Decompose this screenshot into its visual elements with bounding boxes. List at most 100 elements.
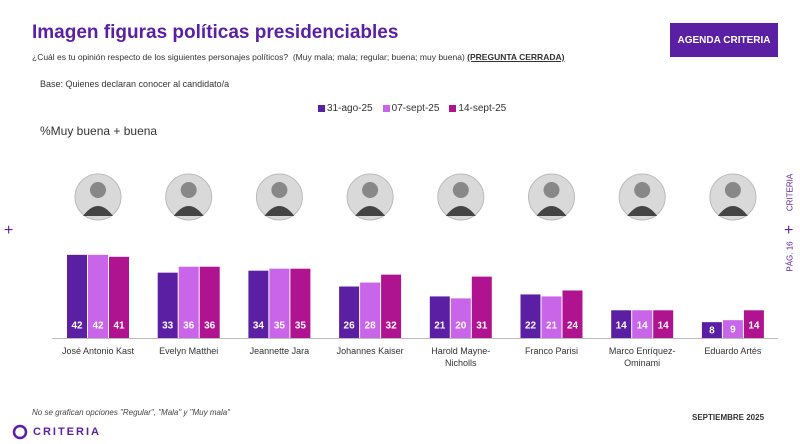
bar-label: 14 — [748, 321, 760, 332]
legend-item: 07-sept-25 — [382, 103, 440, 114]
legend-label: 31-ago-25 — [327, 103, 373, 114]
photo — [346, 173, 394, 221]
photo-body — [536, 206, 567, 216]
bar-label: 22 — [525, 321, 537, 332]
bar — [248, 270, 269, 338]
legend-swatch — [449, 105, 457, 112]
photo-body — [627, 206, 658, 216]
photo-head — [180, 182, 197, 198]
bar — [743, 310, 764, 338]
photo — [709, 173, 757, 221]
legend-swatch — [318, 105, 325, 112]
photo-head — [90, 182, 106, 198]
badge[interactable]: AGENDA CRITERIA — [670, 23, 778, 57]
bar — [157, 272, 178, 338]
bar-label: 14 — [616, 321, 628, 332]
photo-head — [543, 182, 560, 198]
bar — [653, 310, 674, 338]
question-text: ¿Cuál es tu opinión respecto de los sigu… — [32, 52, 465, 62]
photo-head — [634, 182, 651, 198]
bar — [429, 296, 450, 338]
photo-body — [83, 206, 113, 216]
bar — [360, 282, 381, 338]
photo-body — [264, 206, 295, 216]
legend-item: 14-sept-25 — [449, 103, 506, 114]
logo-text: CRITERIA — [33, 426, 101, 438]
bar — [471, 276, 492, 338]
photo — [165, 173, 213, 221]
bar-label: 33 — [162, 321, 174, 332]
bar-label: 8 — [709, 326, 715, 337]
photo — [255, 173, 303, 221]
photo-head — [452, 182, 469, 198]
bar-label: 35 — [274, 321, 286, 332]
bar-label: 42 — [92, 321, 104, 332]
page-number: PÁG. 16 — [785, 241, 795, 272]
x-tick-label: Eduardo Artés — [704, 346, 762, 356]
x-tick-label: Johannes Kaiser — [336, 346, 404, 356]
bar — [109, 256, 129, 338]
question: ¿Cuál es tu opinión respecto de los sigu… — [32, 52, 564, 62]
bar — [88, 254, 108, 338]
photo — [74, 173, 122, 221]
bar — [722, 320, 743, 338]
bar-label: 21 — [546, 321, 558, 332]
x-tick-label: José Antonio Kast — [61, 346, 135, 356]
photo — [437, 173, 485, 221]
photo-head — [271, 182, 288, 198]
bar-label: 21 — [434, 321, 446, 332]
bar-label: 14 — [637, 321, 649, 332]
photo-body — [173, 206, 204, 216]
photo-head — [724, 182, 741, 198]
x-tick-label: Jeannette Jara — [249, 346, 310, 356]
logo: CRITERIA — [12, 424, 101, 440]
bar — [67, 254, 87, 338]
bar — [520, 294, 541, 338]
photo-body — [717, 206, 748, 216]
bar-label: 26 — [344, 321, 356, 332]
bar-label: 42 — [71, 321, 83, 332]
bar-label: 20 — [455, 321, 467, 332]
photo-body — [355, 206, 386, 216]
bar-label: 28 — [365, 321, 377, 332]
photo-head — [362, 182, 379, 198]
plus-mark: + — [784, 222, 794, 239]
logo-icon — [12, 424, 28, 440]
base-note: Base: Quienes declaran conocer al candid… — [40, 79, 230, 89]
bar-label: 34 — [253, 321, 265, 332]
bar-label: 24 — [567, 321, 579, 332]
legend-item: 31-ago-25 — [318, 103, 373, 114]
x-tick-label: Marco Enríquez-Ominami — [608, 346, 676, 368]
bar-label: 36 — [204, 321, 216, 332]
bar — [339, 286, 360, 338]
bar-label: 36 — [183, 321, 195, 332]
question-note: (PREGUNTA CERRADA) — [467, 52, 565, 62]
bar-label: 41 — [113, 321, 125, 332]
chart-subtitle: %Muy buena + buena — [40, 124, 158, 138]
photo-body — [445, 206, 476, 216]
legend-label: 14-sept-25 — [458, 103, 507, 114]
bar-label: 32 — [386, 321, 398, 332]
bar-label: 9 — [730, 325, 736, 336]
bar — [562, 290, 583, 338]
bar — [611, 310, 632, 338]
bar — [178, 266, 199, 338]
x-tick-label: Franco Parisi — [524, 346, 578, 356]
legend: 31-ago-25 07-sept-25 14-sept-25 — [318, 103, 506, 114]
bar — [450, 298, 471, 338]
legend-swatch — [382, 105, 390, 112]
bar — [541, 296, 562, 338]
legend-label: 07-sept-25 — [391, 103, 440, 114]
title: Imagen figuras políticas presidenciables — [32, 22, 399, 43]
x-tick-label: Evelyn Matthei — [159, 346, 219, 356]
footer-note: No se grafican opciones "Regular", "Mala… — [32, 408, 231, 417]
plus-mark: + — [4, 222, 14, 239]
bar — [701, 322, 722, 338]
photo — [618, 173, 666, 221]
bar — [381, 274, 402, 338]
side-brand: CRITERIA — [785, 173, 795, 212]
bar-label: 35 — [295, 321, 307, 332]
footer-date: SEPTIEMBRE 2025 — [692, 413, 765, 422]
